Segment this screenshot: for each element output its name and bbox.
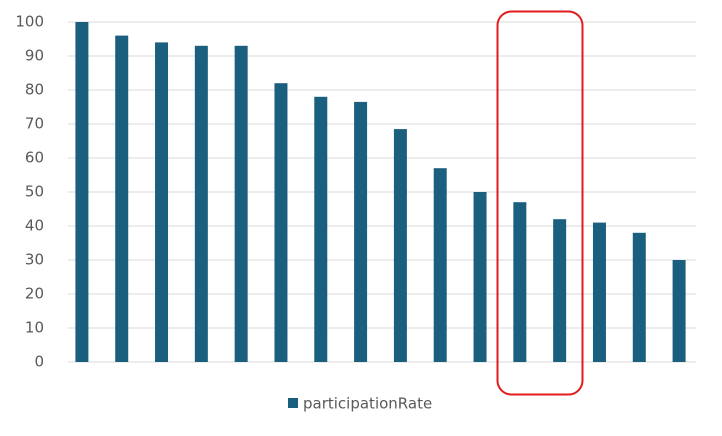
highlight-box bbox=[496, 10, 584, 396]
y-tick-label: 50 bbox=[25, 183, 44, 201]
bar bbox=[672, 260, 686, 362]
y-tick-label: 0 bbox=[34, 353, 44, 371]
bar bbox=[553, 219, 567, 362]
bar bbox=[354, 101, 368, 363]
bar bbox=[433, 168, 447, 362]
y-tick-label: 40 bbox=[25, 217, 44, 235]
bar bbox=[75, 22, 89, 362]
y-tick-label: 20 bbox=[25, 285, 44, 303]
y-tick-label: 90 bbox=[25, 47, 44, 65]
y-tick-label: 10 bbox=[25, 319, 44, 337]
legend-swatch bbox=[288, 398, 298, 408]
y-tick-label: 30 bbox=[25, 251, 44, 269]
y-tick-label: 60 bbox=[25, 149, 44, 167]
y-tick-label: 100 bbox=[15, 13, 44, 31]
bar bbox=[115, 35, 129, 362]
legend-label: participationRate bbox=[303, 395, 432, 413]
bar bbox=[632, 232, 646, 362]
y-tick-label: 70 bbox=[25, 115, 44, 133]
bar bbox=[274, 83, 288, 362]
bar bbox=[314, 96, 328, 363]
bar bbox=[592, 222, 606, 362]
bar bbox=[513, 202, 527, 362]
bar bbox=[234, 45, 248, 363]
bar bbox=[473, 192, 487, 362]
bar bbox=[393, 129, 407, 362]
bar bbox=[155, 42, 169, 363]
y-tick-label: 80 bbox=[25, 81, 44, 99]
bar bbox=[194, 45, 208, 363]
